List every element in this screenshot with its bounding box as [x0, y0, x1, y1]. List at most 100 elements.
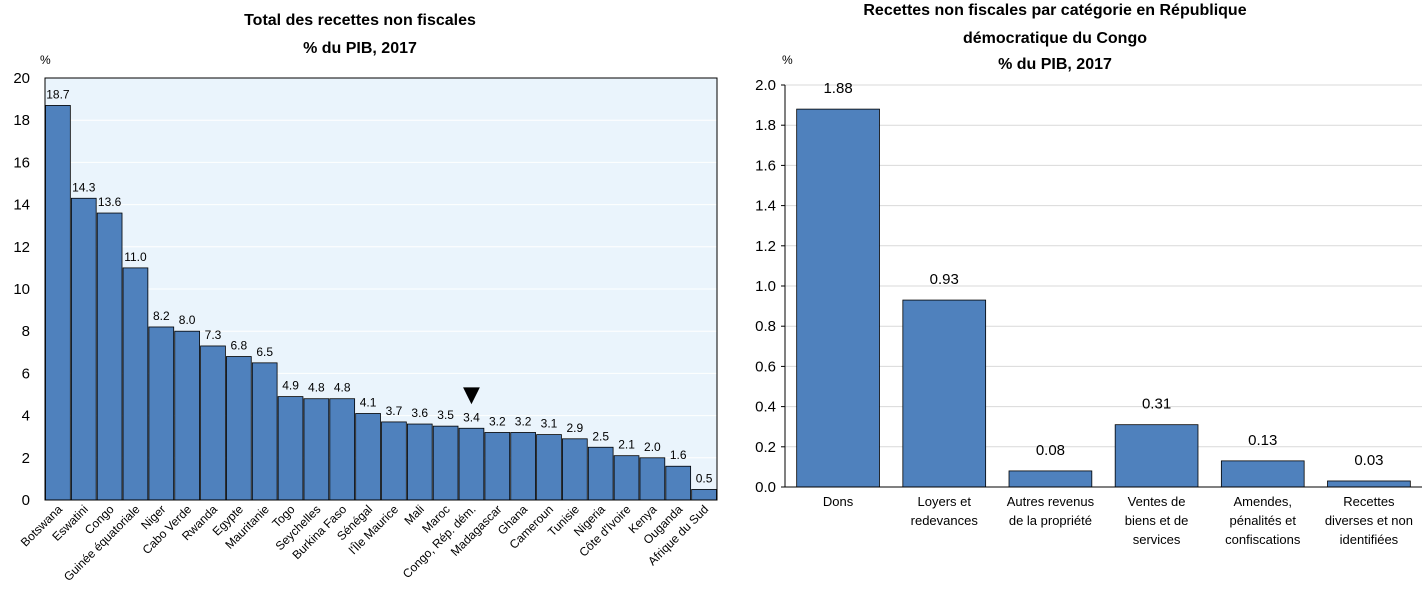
left-chart-title-line2: % du PIB, 2017 — [303, 40, 417, 57]
left-value-label: 3.2 — [515, 414, 532, 428]
right-y-tick-label: 1.4 — [755, 198, 776, 215]
right-y-tick-label: 0.6 — [755, 358, 776, 375]
left-y-tick-label: 14 — [13, 197, 30, 214]
right-category-label: biens et de — [1125, 513, 1189, 528]
left-value-label: 4.8 — [308, 381, 325, 395]
left-value-label: 2.0 — [644, 440, 661, 454]
left-bar — [536, 434, 562, 501]
left-bar — [355, 413, 381, 501]
left-value-label: 8.2 — [153, 309, 170, 323]
left-y-tick-label: 6 — [22, 365, 30, 382]
right-bar — [1220, 460, 1305, 488]
right-y-tick-label: 0.0 — [755, 479, 776, 496]
left-value-label: 3.4 — [463, 410, 480, 424]
left-bar — [458, 427, 485, 501]
left-value-label: 6.5 — [256, 345, 273, 359]
right-category-label: redevances — [911, 513, 979, 528]
right-value-label: 0.08 — [1036, 442, 1065, 459]
left-bar — [174, 330, 200, 501]
right-bar — [796, 108, 880, 488]
right-y-tick-label: 1.0 — [755, 278, 776, 295]
right-bar — [1327, 480, 1411, 488]
left-bar — [70, 197, 97, 501]
left-value-label: 0.5 — [696, 471, 713, 485]
left-value-label: 2.9 — [567, 421, 584, 435]
right-bar — [902, 299, 987, 488]
right-y-tick-label: 0.4 — [755, 399, 776, 416]
left-value-label: 2.1 — [618, 438, 635, 452]
right-value-label: 0.03 — [1354, 452, 1383, 469]
left-bar — [562, 438, 588, 501]
right-chart-panel: Recettes non fiscales par catégorie en R… — [720, 0, 1427, 589]
right-category-label: diverses et non — [1325, 513, 1413, 528]
left-y-tick-label: 12 — [13, 239, 30, 256]
right-value-label: 0.93 — [930, 271, 959, 288]
right-chart-unit-label: % — [782, 53, 793, 67]
right-chart-title-line1: Recettes non fiscales par catégorie en R… — [863, 2, 1246, 19]
left-bar — [587, 446, 614, 501]
left-y-tick-label: 4 — [22, 408, 30, 425]
left-y-tick-label: 18 — [13, 112, 30, 129]
right-category-label: Autres revenus — [1007, 494, 1095, 509]
left-value-label: 3.1 — [541, 417, 558, 431]
left-bar — [381, 421, 407, 501]
left-plot-frame — [44, 77, 718, 501]
left-y-tick-label: 8 — [22, 323, 30, 340]
right-category-label: de la propriété — [1009, 513, 1092, 528]
left-bar — [639, 457, 666, 501]
left-bar — [122, 267, 149, 501]
left-chart: Total des recettes non fiscales % du PIB… — [13, 12, 718, 584]
right-category-label: Dons — [823, 494, 854, 509]
right-bar — [1114, 424, 1199, 488]
right-category-label: identifiées — [1340, 532, 1399, 547]
right-chart: Recettes non fiscales par catégorie en R… — [755, 2, 1422, 547]
right-category-label: Recettes — [1343, 494, 1395, 509]
left-value-label: 6.8 — [231, 339, 248, 353]
left-bar — [148, 326, 175, 501]
left-value-label: 3.2 — [489, 414, 506, 428]
left-value-label: 2.5 — [592, 429, 609, 443]
left-value-label: 13.6 — [98, 195, 122, 209]
left-value-label: 8.0 — [179, 313, 196, 327]
left-y-tick-label: 16 — [13, 154, 30, 171]
left-bar — [691, 489, 717, 501]
left-value-label: 14.3 — [72, 180, 96, 194]
left-bar — [226, 356, 252, 501]
left-bar — [665, 465, 692, 501]
left-bar — [510, 432, 536, 501]
left-y-tick-label: 0 — [22, 492, 30, 509]
left-value-label: 4.1 — [360, 395, 377, 409]
right-category-label: Ventes de — [1128, 494, 1186, 509]
left-value-label: 4.8 — [334, 381, 351, 395]
left-bar — [277, 396, 304, 501]
left-bar — [45, 105, 71, 501]
left-y-tick-label: 2 — [22, 450, 30, 467]
right-plot-area: 0.0 0.2 0.4 0.6 0.8 1.0 1.2 1.4 1.6 1.8 2.0 1.88 Don… — [755, 77, 1422, 547]
left-value-label: 1.6 — [670, 448, 687, 462]
left-chart-unit-label: % — [40, 53, 51, 67]
left-plot-area: 0246810121416182018.7Botswana14.3Eswatin… — [13, 70, 718, 584]
left-y-tick-label: 20 — [13, 70, 30, 87]
right-chart-title-line2: démocratique du Congo — [963, 30, 1147, 47]
left-bar — [484, 432, 511, 501]
left-bar — [406, 423, 433, 501]
left-value-label: 18.7 — [46, 87, 70, 101]
left-bar — [96, 212, 123, 501]
right-y-tick-label: 0.2 — [755, 439, 776, 456]
right-y-tick-label: 1.8 — [755, 117, 776, 134]
right-category-label: Amendes, — [1233, 494, 1292, 509]
left-value-label: 3.7 — [386, 404, 403, 418]
right-category-label: confiscations — [1225, 532, 1301, 547]
left-value-label: 4.9 — [282, 379, 299, 393]
left-bar — [200, 345, 226, 501]
left-chart-title-line1: Total des recettes non fiscales — [244, 12, 476, 29]
left-bar — [613, 455, 640, 501]
left-value-label: 7.3 — [205, 328, 222, 342]
right-category-label: services — [1133, 532, 1181, 547]
right-chart-title-line3: % du PIB, 2017 — [998, 56, 1112, 73]
right-value-label: 1.88 — [823, 80, 852, 97]
right-category-label: Loyers et — [918, 494, 972, 509]
right-value-label: 0.13 — [1248, 432, 1277, 449]
left-bar — [329, 398, 356, 501]
right-value-label: 0.31 — [1142, 396, 1171, 413]
